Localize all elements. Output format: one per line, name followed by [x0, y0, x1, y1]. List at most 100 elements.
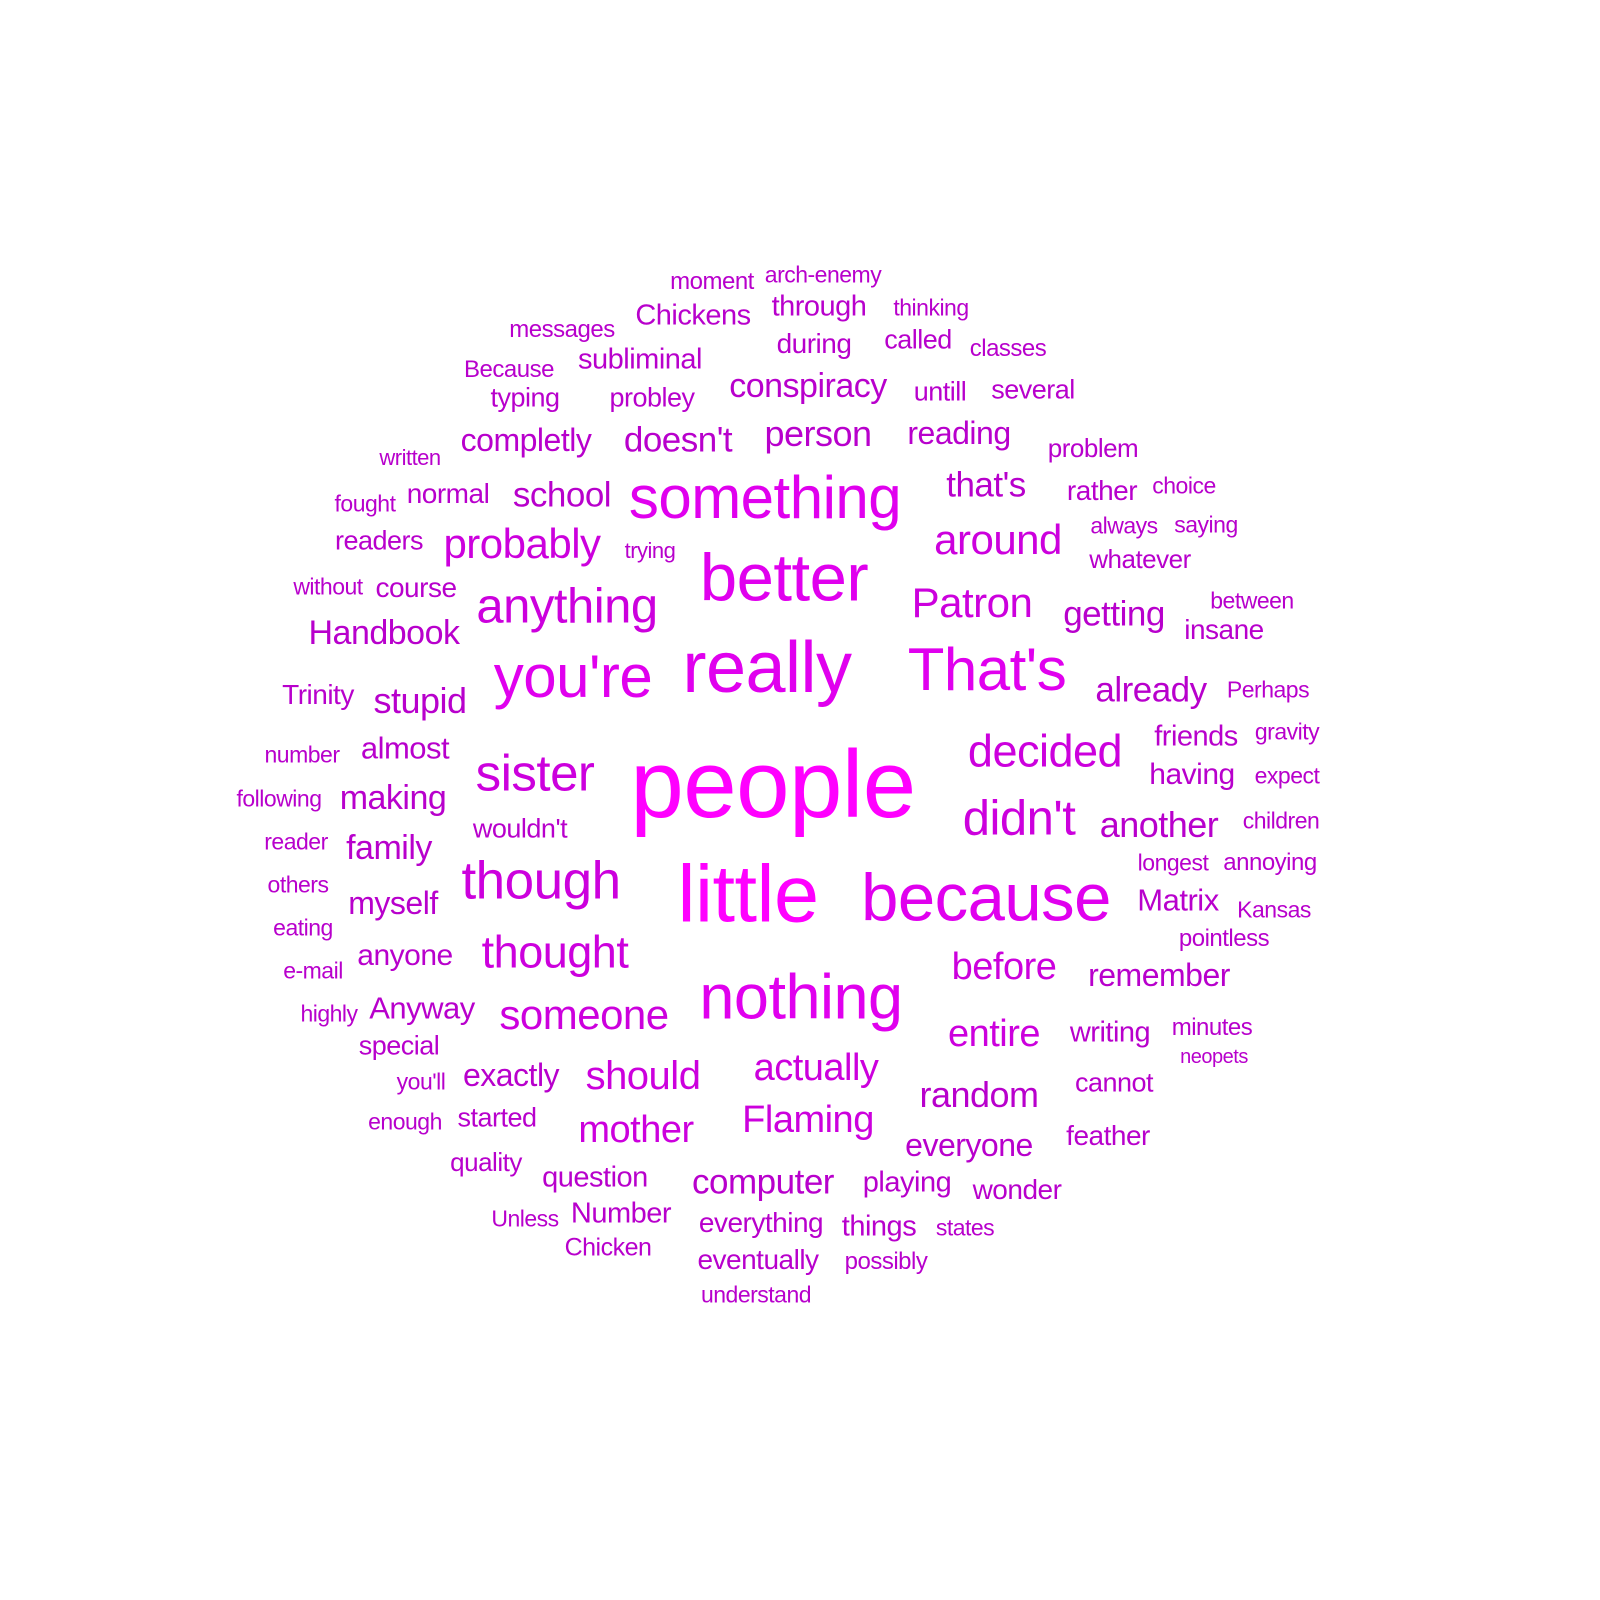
word-wonder: wonder [972, 1174, 1062, 1205]
word-getting: getting [1063, 594, 1165, 634]
word-because: because [861, 860, 1111, 936]
word-messages: messages [509, 316, 615, 343]
word-enough: enough [368, 1108, 442, 1135]
word-insane: insane [1184, 614, 1264, 645]
word-making: making [339, 779, 447, 817]
word-cannot: cannot [1074, 1067, 1154, 1098]
word-entire: entire [947, 1013, 1041, 1055]
word-choice: choice [1152, 472, 1216, 499]
word-understand: understand [700, 1281, 812, 1308]
word-school: school [512, 475, 612, 515]
word-things: things [841, 1210, 917, 1243]
word-perhaps: Perhaps [1226, 676, 1310, 703]
word-everything: everything [698, 1207, 824, 1238]
word-written: written [379, 445, 441, 470]
word-didn-t: didn't [962, 791, 1076, 846]
word-nothing: nothing [699, 962, 903, 1033]
word-gravity: gravity [1254, 718, 1320, 745]
word-course: course [375, 572, 457, 603]
word-sister: sister [475, 744, 595, 802]
word-you-re: you're [493, 643, 653, 710]
word-always: always [1090, 512, 1158, 539]
word-several: several [991, 374, 1075, 405]
word-highly: highly [300, 1000, 358, 1027]
word-kansas: Kansas [1237, 896, 1311, 923]
word-exactly: exactly [462, 1057, 560, 1093]
word-better: better [699, 540, 869, 616]
word-started: started [457, 1102, 537, 1133]
word-before: before [951, 946, 1057, 988]
word-neopets: neopets [1180, 1046, 1248, 1068]
word-almost: almost [360, 730, 450, 766]
word-stupid: stupid [373, 680, 467, 721]
word-reader: reader [264, 828, 328, 855]
word-eventually: eventually [697, 1244, 819, 1275]
word-really: really [682, 628, 852, 708]
word-because: Because [464, 356, 554, 383]
word-patron: Patron [911, 579, 1033, 626]
word-through: through [771, 290, 867, 323]
word-between: between [1210, 587, 1294, 614]
word-subliminal: subliminal [578, 343, 702, 376]
word-saying: saying [1174, 511, 1238, 538]
word-myself: myself [348, 885, 438, 921]
word-special: special [358, 1030, 440, 1061]
word-remember: remember [1088, 957, 1230, 993]
word-probley: probley [609, 382, 695, 413]
word-little: little [677, 849, 819, 940]
word-having: having [1149, 758, 1235, 791]
word-chickens: Chickens [635, 299, 751, 332]
word-already: already [1095, 670, 1207, 710]
word-pointless: pointless [1178, 925, 1270, 952]
word-everyone: everyone [905, 1127, 1033, 1163]
word-fought: fought [334, 490, 396, 517]
word-mother: mother [578, 1109, 694, 1151]
word-longest: longest [1137, 849, 1209, 876]
word-conspiracy: conspiracy [729, 367, 887, 405]
word-chicken: Chicken [564, 1233, 652, 1262]
word-though: though [461, 851, 621, 911]
word-decided: decided [967, 725, 1123, 777]
word-wouldn-t: wouldn't [472, 813, 568, 844]
word-trinity: Trinity [282, 679, 354, 710]
word-someone: someone [499, 991, 669, 1038]
word-handbook: Handbook [308, 614, 460, 652]
word-during: during [776, 328, 852, 359]
word-called: called [884, 324, 952, 355]
word-trying: trying [624, 538, 676, 563]
word-another: another [1099, 804, 1219, 845]
word-family: family [346, 829, 432, 867]
word-rather: rather [1066, 475, 1138, 506]
word-problem: problem [1047, 433, 1139, 463]
word-probably: probably [443, 520, 601, 567]
word-anything: anything [476, 579, 658, 634]
word-eating: eating [273, 914, 333, 941]
word-arch-enemy: arch-enemy [764, 261, 882, 288]
word-question: question [542, 1161, 648, 1194]
word-around: around [934, 516, 1062, 563]
word-random: random [919, 1074, 1039, 1115]
word-classes: classes [969, 335, 1047, 362]
word-annoying: annoying [1223, 849, 1317, 876]
word-matrix: Matrix [1137, 882, 1219, 918]
word-flaming: Flaming [742, 1099, 874, 1141]
word-normal: normal [406, 478, 490, 509]
word-something: something [628, 464, 902, 531]
word-expect: expect [1254, 762, 1320, 789]
word-thought: thought [481, 926, 629, 978]
word-anyway: Anyway [369, 990, 475, 1026]
word-person: person [764, 413, 872, 454]
word-actually: actually [753, 1047, 879, 1089]
word-reading: reading [907, 415, 1011, 451]
word-that-s: that's [946, 465, 1026, 505]
word-without: without [293, 573, 363, 600]
word-readers: readers [334, 525, 424, 556]
word-number: number [264, 741, 340, 768]
word-should: should [585, 1054, 701, 1098]
word-whatever: whatever [1089, 544, 1191, 574]
word-minutes: minutes [1171, 1014, 1253, 1041]
word-friends: friends [1154, 720, 1238, 753]
word-number: Number [570, 1197, 672, 1230]
word-people: people [630, 731, 916, 838]
word-computer: computer [692, 1162, 834, 1202]
